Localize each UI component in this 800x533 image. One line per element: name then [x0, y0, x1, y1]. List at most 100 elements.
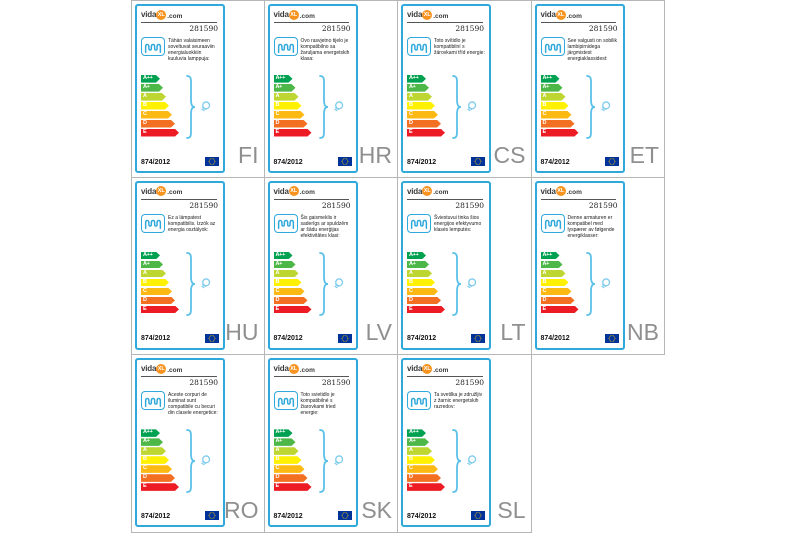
energy-class-bar-a: A [407, 447, 432, 455]
energy-class-letter: B [409, 278, 413, 285]
energy-class-bar-c: C [274, 111, 305, 119]
label-footer: 874/2012 [274, 157, 352, 167]
label-footer: 874/2012 [407, 511, 485, 521]
label-footer: 874/2012 [541, 157, 619, 167]
curly-brace-glyph [585, 251, 596, 321]
label-cell-lv: vida XL .com 281590 Šis gaismeklis ir sa… [264, 177, 398, 356]
luminaire-icon [273, 37, 298, 56]
brand-suffix-text: .com [433, 366, 449, 374]
bulb-icon [464, 453, 478, 474]
eu-flag-icon [604, 153, 619, 171]
model-number: 281590 [588, 24, 618, 33]
energy-class-scale: A++ A+ A B C D E [274, 252, 352, 318]
description-section: Toto svietidlo je kompatibilné s žiarovk… [273, 391, 352, 427]
energy-class-bar-b: B [274, 102, 302, 110]
brand-prefix-text: vida [141, 186, 157, 196]
energy-class-letter: A [143, 93, 147, 100]
energy-label: vida XL .com 281590 Ta svetilka je združ… [401, 358, 491, 528]
bulb-icon [331, 453, 345, 474]
energy-class-letter: E [409, 483, 413, 490]
energy-class-bar-ap: A+ [141, 261, 163, 269]
label-footer: 874/2012 [407, 157, 485, 167]
energy-class-scale: A++ A+ A B C D E [407, 429, 485, 495]
energy-class-letter: B [275, 278, 280, 285]
description-section: Aceste corpuri de iluminat sunt compatib… [141, 391, 219, 427]
energy-class-bar-c: C [407, 465, 438, 473]
energy-class-letter: A++ [143, 251, 153, 258]
curly-brace-glyph [318, 75, 329, 144]
energy-class-bar-a: A [274, 270, 299, 278]
energy-class-letter: C [275, 287, 280, 294]
energy-class-scale: A++ A+ A B C D E [407, 75, 485, 141]
regulation-number: 874/2012 [273, 512, 303, 520]
bulb-icon [598, 276, 612, 297]
language-code: ET [629, 141, 659, 168]
brand-xl-badge-icon: XL [422, 363, 433, 374]
energy-class-bar-e: E [541, 306, 579, 314]
energy-class-bar-e: E [274, 306, 312, 314]
energy-class-letter: C [542, 287, 547, 294]
energy-class-bar-c: C [407, 288, 438, 296]
luminaire-icon [407, 213, 431, 233]
brand-suffix-text: .com [566, 12, 582, 20]
model-number: 281590 [588, 200, 618, 210]
energy-class-bar-b: B [274, 456, 302, 464]
brand-logo: vida XL .com [407, 363, 485, 374]
energy-class-letter: C [275, 110, 280, 117]
energy-class-letter: A+ [143, 438, 150, 445]
label-description: Ez a lámpatest kompatibilis. Izzók az en… [168, 214, 216, 233]
energy-class-letter: E [275, 305, 279, 312]
energy-class-letter: D [275, 296, 280, 303]
label-description: Tähän valaisimeen soveltuvat seuraaviin … [168, 38, 215, 62]
energy-class-letter: E [143, 305, 147, 312]
energy-class-letter: A [409, 447, 413, 454]
energy-class-scale: A++ A+ A B C D E [541, 252, 619, 318]
energy-class-letter: A++ [409, 251, 419, 258]
energy-class-bar-ap: A+ [274, 261, 296, 269]
language-code: CS [493, 141, 526, 168]
energy-class-letter: A++ [542, 251, 552, 258]
brand-prefix-text: vida [141, 364, 157, 374]
description-section: Šviestuvui tinka šios energijos efektyvu… [407, 213, 485, 250]
energy-class-bar-ap: A+ [407, 84, 429, 92]
bulb-icon [331, 276, 345, 297]
energy-class-letter: E [542, 305, 546, 312]
energy-class-bar-e: E [407, 483, 445, 491]
energy-class-bar-ap: A+ [407, 261, 429, 269]
energy-class-bar-d: D [407, 297, 441, 305]
energy-class-letter: C [409, 110, 413, 117]
brand-prefix-text: vida [407, 10, 423, 19]
model-number: 281590 [455, 378, 484, 388]
energy-class-letter: B [143, 456, 147, 463]
energy-class-letter: A+ [143, 260, 150, 267]
label-cell-hu: vida XL .com 281590 Ez a lámpatest kompa… [131, 177, 265, 356]
language-code: LT [500, 319, 526, 346]
label-description: Denne armaturen er kompatibel med lyspær… [567, 214, 615, 239]
energy-label: vida XL .com 281590 Šis gaismeklis ir sa… [267, 180, 358, 350]
energy-class-bar-d: D [274, 297, 308, 305]
energy-class-bar-a: A [141, 270, 166, 278]
energy-class-scale: A++ A+ A B C D E [274, 75, 352, 141]
energy-class-letter: D [409, 119, 413, 126]
energy-class-bar-a: A [274, 93, 299, 101]
energy-class-letter: A [275, 269, 280, 276]
label-description: See valgusti on sobilik lambipirnidega j… [567, 38, 617, 62]
energy-class-letter: A [275, 447, 280, 454]
energy-class-bar-a: A [541, 270, 566, 278]
curly-brace-glyph [451, 429, 462, 498]
energy-class-bar-app: A++ [541, 252, 560, 260]
description-section: Ez a lámpatest kompatibilis. Izzók az en… [141, 213, 219, 250]
bulb-icon [464, 276, 478, 297]
regulation-number: 874/2012 [407, 335, 437, 343]
energy-class-bar-ap: A+ [141, 84, 163, 92]
energy-class-letter: B [409, 456, 413, 463]
description-section: Denne armaturen er kompatibel med lyspær… [540, 213, 619, 250]
label-footer: 874/2012 [407, 333, 485, 344]
bulb-icon [598, 99, 612, 120]
energy-class-bar-ap: A+ [141, 438, 163, 446]
energy-class-bar-app: A++ [541, 75, 560, 83]
energy-class-scale: A++ A+ A B C D E [141, 252, 219, 318]
eu-flag-icon [337, 330, 352, 348]
energy-class-bar-e: E [141, 306, 179, 314]
energy-class-bars: A++ A+ A B C D E [541, 75, 619, 137]
